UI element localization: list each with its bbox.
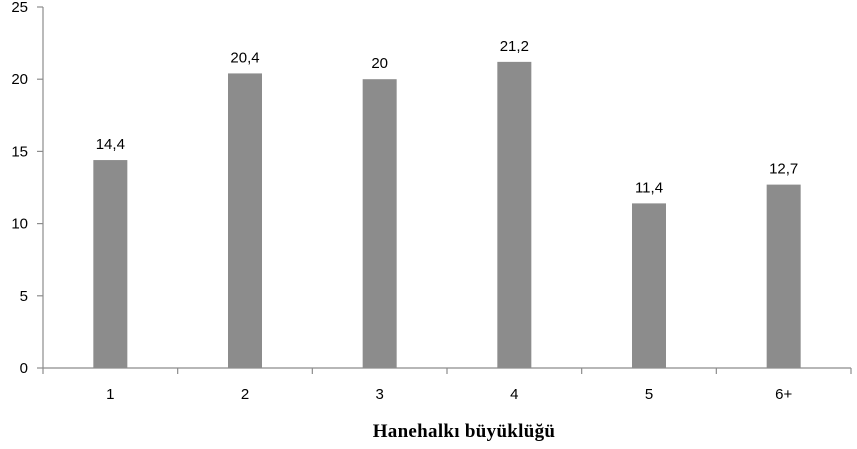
x-axis-title: Hanehalkı büyüklüğü (373, 421, 556, 442)
bars (93, 61, 801, 368)
data-label: 21,2 (500, 38, 529, 55)
data-label: 11,4 (635, 179, 663, 196)
bar (497, 61, 532, 368)
bar (632, 203, 666, 368)
x-tick-label: 5 (645, 386, 653, 403)
y-tick-label: 0 (20, 360, 28, 377)
y-tick-label: 10 (11, 216, 28, 233)
x-tick-label: 2 (241, 386, 249, 403)
y-axis: 0 5 10 15 20 25 (11, 0, 44, 377)
data-label: 20,4 (230, 49, 259, 66)
data-label: 14,4 (96, 136, 125, 153)
data-labels: 14,4 20,4 20 21,2 11,4 12,7 (96, 38, 799, 197)
y-tick-label: 5 (20, 288, 28, 305)
bar (93, 160, 128, 368)
data-label: 12,7 (769, 161, 798, 178)
bar (228, 73, 262, 368)
x-tick-label: 6+ (775, 386, 792, 403)
x-tick-label: 4 (510, 386, 518, 403)
data-label: 20 (371, 55, 388, 72)
y-tick-label: 20 (11, 71, 28, 88)
y-tick-label: 15 (11, 143, 28, 160)
x-axis: 1 2 3 4 5 6+ (42, 367, 852, 403)
x-tick-label: 3 (375, 386, 383, 403)
y-tick-label: 25 (11, 0, 28, 16)
bar (766, 184, 801, 368)
x-tick-label: 1 (106, 386, 114, 403)
bar (362, 79, 397, 368)
